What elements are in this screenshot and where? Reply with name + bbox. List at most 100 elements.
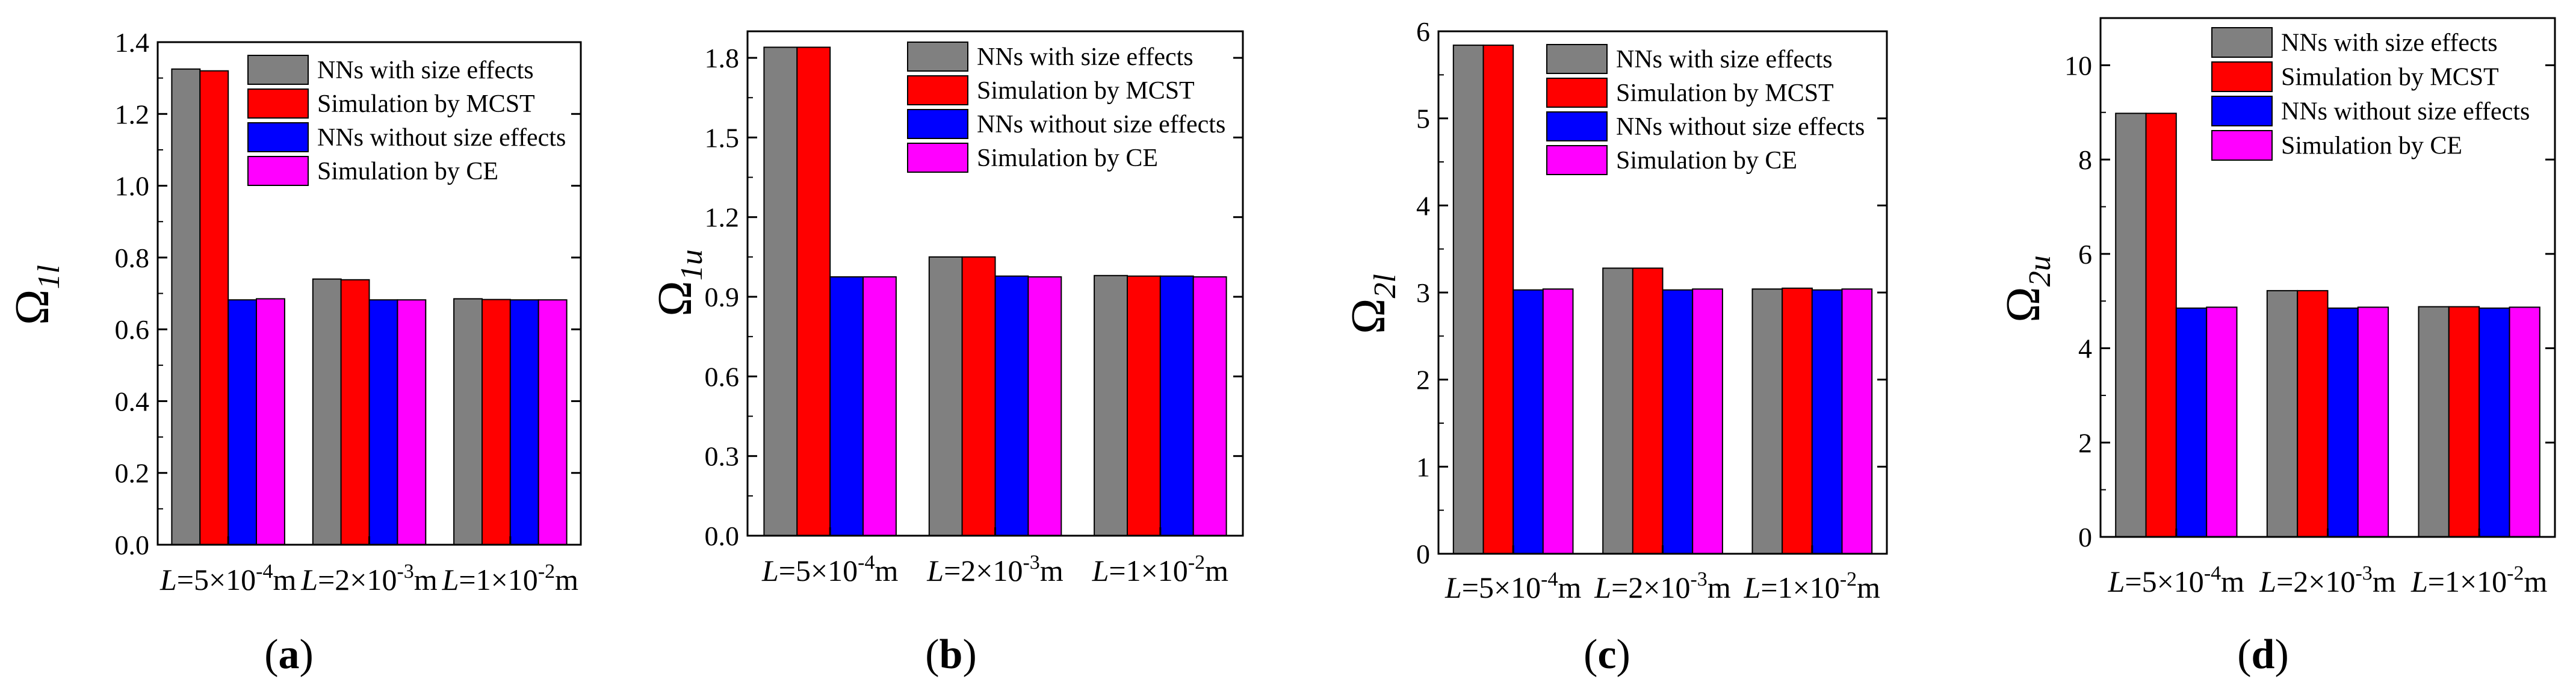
category-unit: m [414,563,438,596]
category-base: =2×10 [2276,565,2355,598]
category-unit: m [555,563,578,596]
y-tick-label-a: 0.8 [115,243,150,273]
category-var: L [300,563,318,596]
legend-swatch-d-2 [2211,61,2273,92]
y-axis-subscript: 1l [32,265,66,289]
legend-label-a-2: Simulation by MCST [317,90,535,118]
bar-b-s3-c3 [1159,275,1194,536]
category-unit: m [875,554,898,587]
bar-b-s2-c2 [961,256,996,536]
bar-c-s1-c2 [1602,267,1633,554]
bar-a-s4-c3 [537,299,568,545]
bar-a-s4-c1 [256,298,285,545]
bar-b-s4-c2 [1027,276,1062,536]
category-unit: m [1857,571,1880,604]
category-var: L [159,563,177,596]
y-tick-label-b: 0.9 [705,282,740,312]
y-axis-label-a: Ω1l [6,265,66,325]
y-tick-label-d: 2 [2078,427,2092,458]
y-tick-label-d: 6 [2078,239,2092,270]
bar-d-s1-c2 [2266,290,2299,538]
category-unit: m [1205,554,1228,587]
y-tick-label-a: 0.4 [115,386,150,417]
bar-d-s1-c1 [2115,113,2147,538]
category-exponent: -3 [1023,551,1039,574]
y-axis-symbol: Ω [649,280,702,316]
bar-a-s1-c2 [312,278,342,545]
panel-paren-close: ) [962,631,976,678]
y-tick-label-d: 10 [2064,50,2092,81]
panel-paren-open: ( [1584,631,1597,678]
category-exponent: -3 [1690,568,1707,590]
y-tick-label-c: 2 [1416,365,1430,395]
panel-letter-text: d [2252,631,2275,678]
y-axis-symbol: Ω [6,290,59,325]
bar-d-s2-c1 [2145,113,2177,538]
bar-c-s1-c1 [1452,45,1484,555]
legend-swatch-d-1 [2211,27,2273,58]
bar-c-s3-c2 [1662,289,1694,554]
y-tick-label-b: 1.5 [705,122,740,153]
category-label-c-1: L=5×10-4m [1444,568,1582,604]
chart-panel-a: 0.00.20.40.60.81.01.21.4L=5×10-4m L=2×10-… [6,27,582,678]
chart-panel-b: 0.00.30.60.91.21.51.8L=5×10-4m L=2×10-3m L… [649,30,1244,678]
y-axis-subscript: 2u [2023,255,2057,287]
category-base: =2×10 [1611,571,1690,604]
legend-label-b-4: Simulation by CE [977,144,1158,172]
panel-letter-b: (b) [925,631,977,678]
legend-swatch-c-4 [1546,145,1608,175]
legend-swatch-d-3 [2211,96,2273,126]
bar-b-s1-c1 [763,46,798,536]
legend-label-b-1: NNs with size effects [977,43,1194,71]
category-exponent: -3 [397,560,413,583]
category-label-b-3: L=1×10-2m [1092,551,1229,587]
panel-letter-text: c [1597,631,1616,678]
legend-swatch-c-1 [1546,44,1608,74]
category-label-a-3: L=1×10-2m [442,560,579,596]
bar-c-s4-c3 [1841,288,1873,554]
category-base: =1×10 [459,563,537,596]
bar-c-s2-c1 [1482,45,1514,555]
y-tick-label-a: 0.2 [115,458,150,489]
bar-a-s2-c2 [340,279,370,545]
bar-d-s3-c2 [2327,307,2359,538]
y-axis-subscript: 1u [675,249,709,280]
bar-a-s2-c3 [481,299,511,545]
panel-paren-open: ( [2237,631,2251,678]
y-tick-label-b: 1.8 [705,43,740,73]
category-exponent: -2 [1840,568,1857,590]
y-tick-label-a: 0.0 [115,530,150,560]
legend-label-d-3: NNs without size effects [2281,98,2530,126]
category-var: L [1444,571,1462,604]
legend-swatch-b-4 [907,143,968,173]
bar-c-s4-c2 [1692,288,1723,554]
category-exponent: -4 [1541,568,1558,590]
legend-label-d-4: Simulation by CE [2281,132,2462,160]
y-tick-label-d: 8 [2078,144,2092,175]
category-label-c-3: L=1×10-2m [1744,568,1881,604]
category-var: L [761,554,779,587]
bar-a-s3-c3 [509,299,539,545]
category-label-d-1: L=5×10-4m [2108,562,2245,598]
bar-c-s2-c2 [1632,267,1664,554]
category-unit: m [1040,554,1064,587]
category-label-a-2: L=2×10-3m [300,560,438,596]
panel-letter-text: a [279,631,300,678]
category-exponent: -4 [256,560,273,583]
legend-label-c-3: NNs without size effects [1616,113,1865,141]
bar-b-s4-c1 [862,276,897,536]
y-axis-label-b: Ω1u [649,249,709,316]
legend-swatch-a-1 [247,55,309,85]
category-unit: m [2524,565,2547,598]
y-tick-label-d: 4 [2078,333,2092,364]
panel-paren-close: ) [300,631,314,678]
bar-d-s3-c3 [2478,307,2510,538]
legend-swatch-a-3 [247,122,309,152]
y-tick-label-b: 0.0 [705,521,740,551]
y-tick-label-c: 4 [1416,190,1430,221]
bar-d-s3-c1 [2175,307,2208,538]
bar-b-s3-c2 [994,275,1029,536]
category-exponent: -3 [2355,562,2372,584]
panel-letter-text: b [940,631,963,678]
